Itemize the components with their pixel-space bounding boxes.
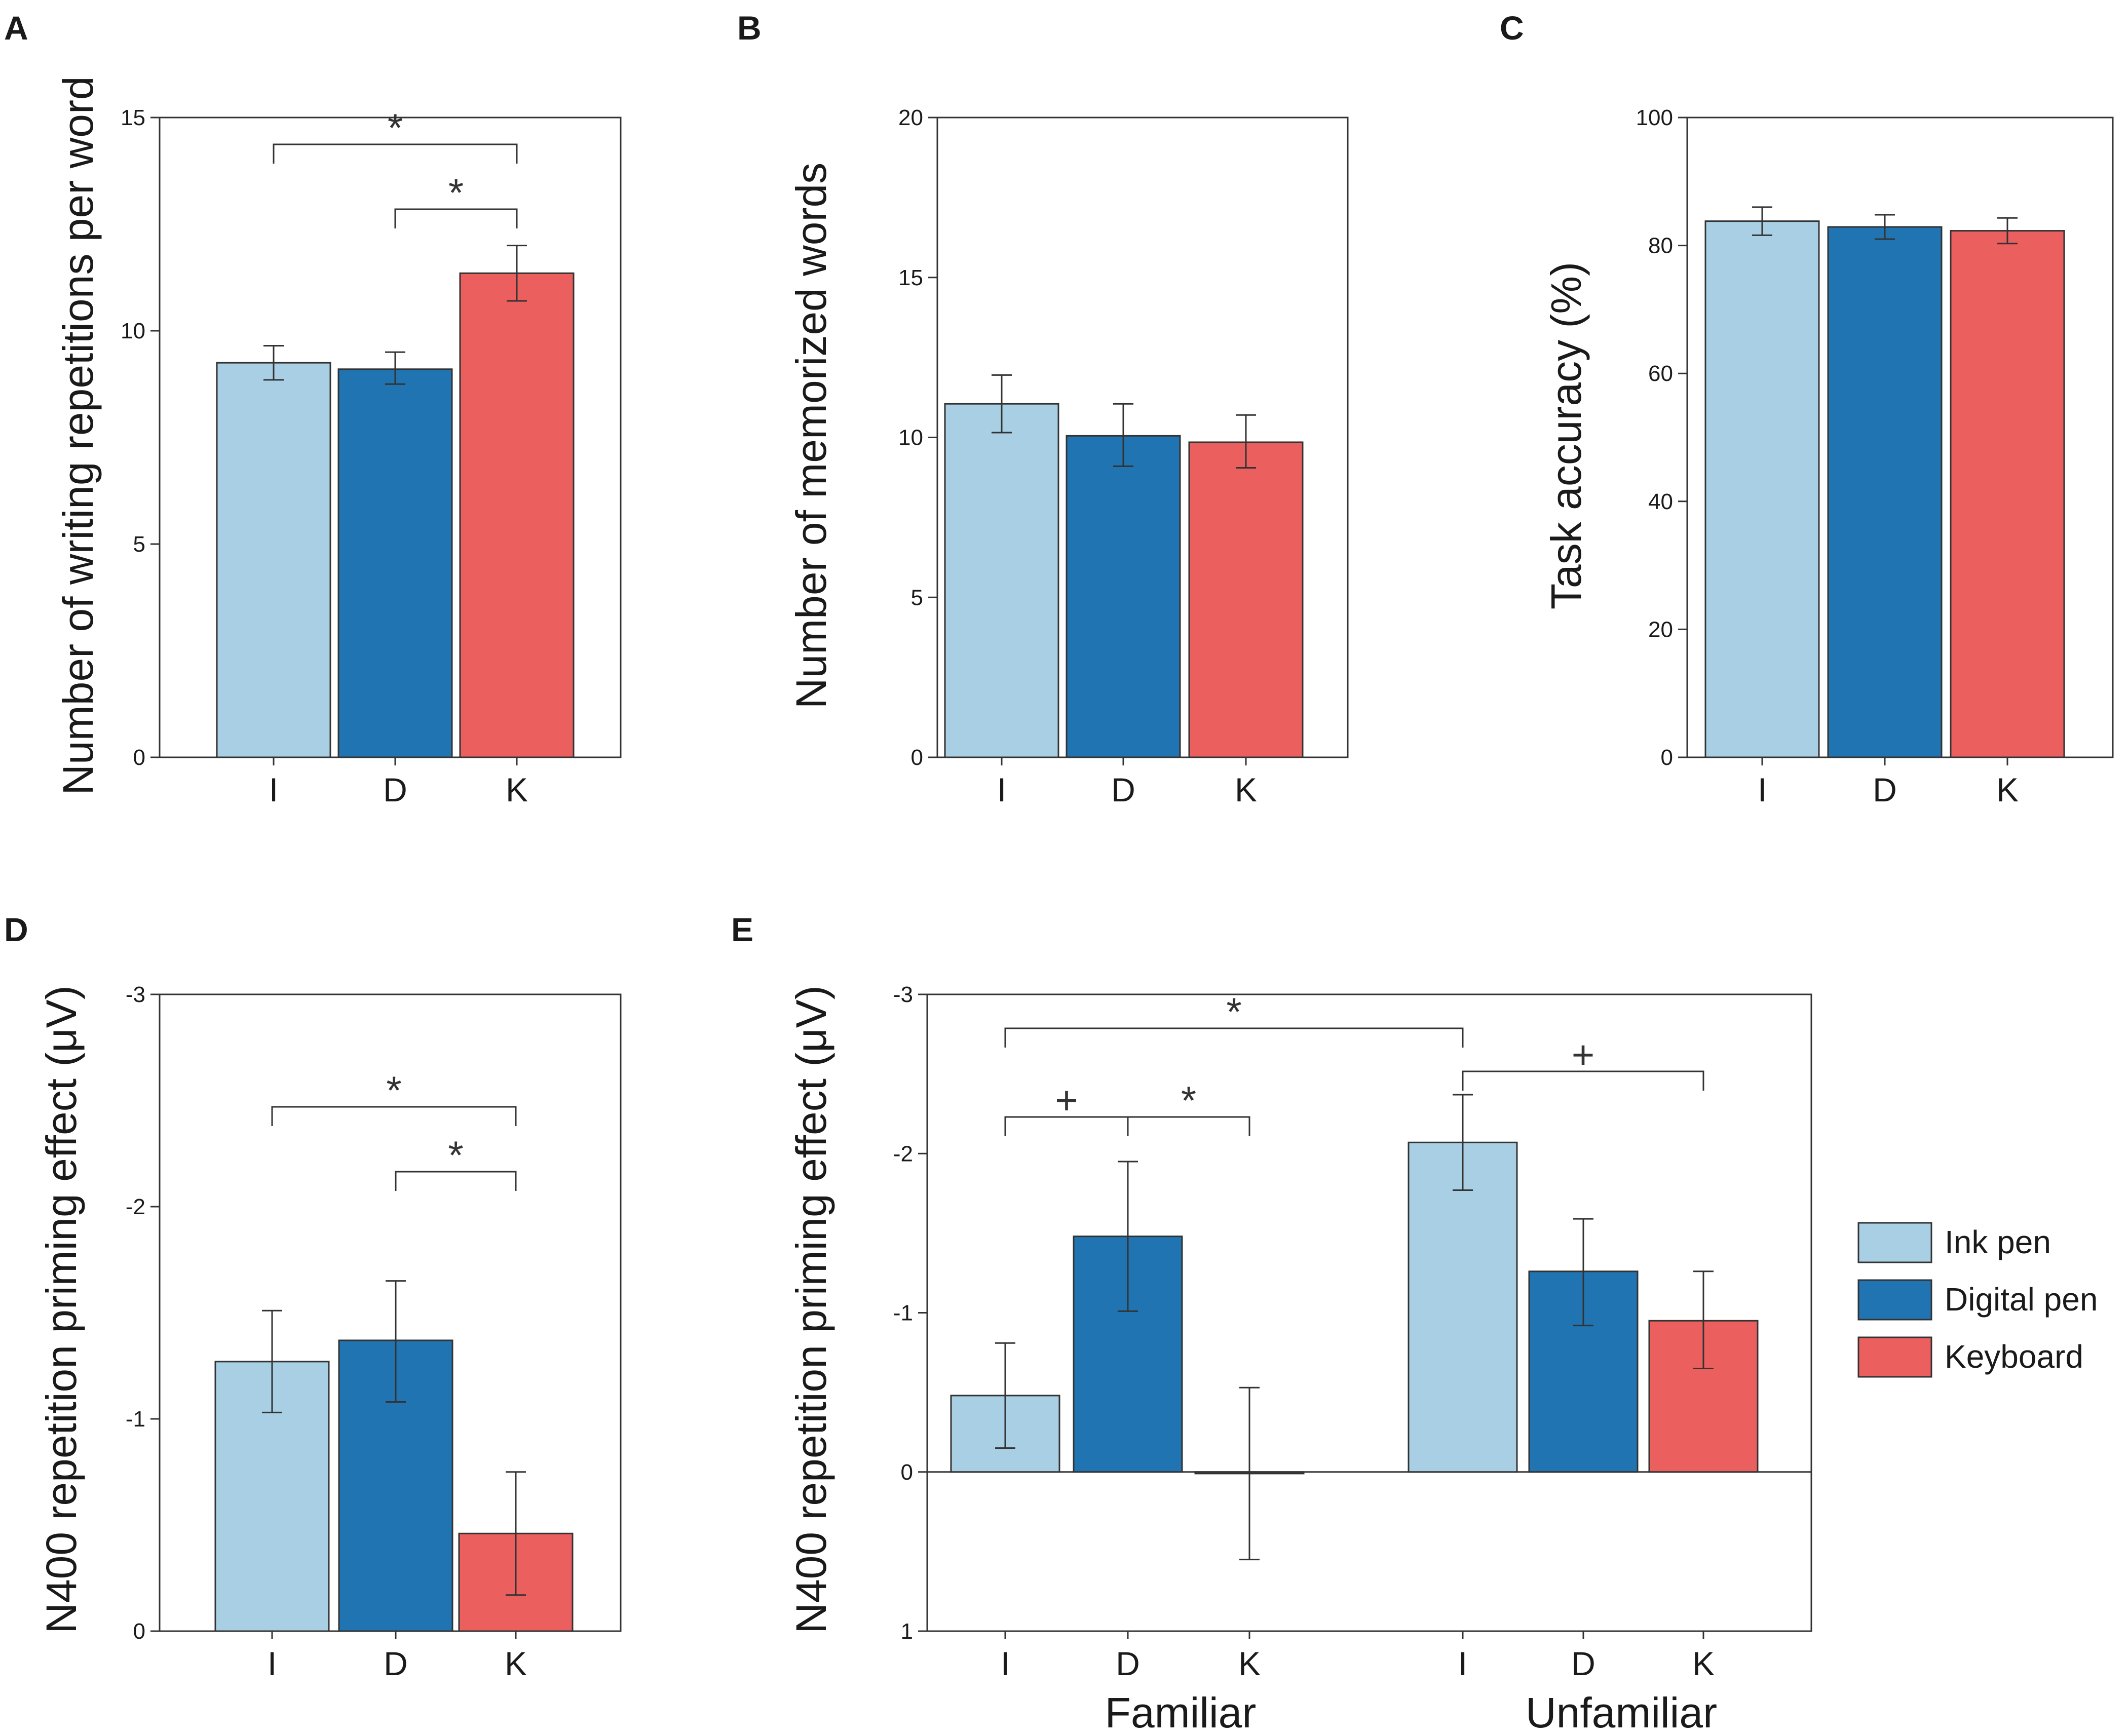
x-tick-label: K — [1238, 1645, 1261, 1682]
legend-swatch-ink-pen — [1857, 1222, 1932, 1263]
significance-marker: + — [1055, 1078, 1078, 1123]
panel-label-B: B — [737, 9, 762, 47]
y-tick-label: 0 — [1661, 745, 1673, 770]
panel-label-C: C — [1500, 9, 1524, 47]
group-label-familiar: Familiar — [1105, 1689, 1257, 1736]
significance-bracket — [395, 1171, 517, 1191]
legend: Ink pen Digital pen Keyboard — [1857, 1222, 2098, 1378]
y-tick-label: -3 — [893, 982, 913, 1007]
y-tick-label: 100 — [1636, 105, 1673, 130]
x-tick-label: I — [1758, 771, 1767, 808]
y-tick-label: 20 — [898, 105, 923, 130]
significance-marker: * — [388, 105, 403, 150]
y-axis-label-D: N400 repetition priming effect (μV) — [37, 985, 85, 1633]
bar-C-0-ink-pen — [1704, 220, 1820, 758]
y-axis-label-B: Number of memorized words — [787, 163, 835, 709]
y-tick-label: 10 — [898, 426, 923, 450]
x-tick-label: K — [505, 1645, 527, 1682]
y-tick-label: 40 — [1648, 489, 1673, 514]
bar-C-2-keyboard — [1950, 230, 2065, 758]
legend-swatch-digital-pen — [1857, 1279, 1932, 1321]
x-tick-label: K — [1692, 1645, 1715, 1682]
legend-label-digital-pen: Digital pen — [1945, 1281, 2098, 1318]
x-tick-label: I — [269, 771, 278, 808]
significance-bracket — [273, 143, 518, 164]
x-tick-label: I — [1001, 1645, 1010, 1682]
x-tick-label: I — [1458, 1645, 1467, 1682]
y-tick-label: 1 — [901, 1619, 913, 1644]
y-axis-label-E: N400 repetition priming effect (μV) — [787, 985, 835, 1633]
significance-bracket — [1127, 1116, 1250, 1136]
x-tick-label: D — [1571, 1645, 1595, 1682]
y-tick-label: 5 — [133, 532, 145, 557]
x-tick-label: K — [1235, 771, 1257, 808]
bar-C-1-digital-pen — [1827, 226, 1943, 758]
y-tick-label: 15 — [121, 105, 145, 130]
significance-marker: * — [448, 1133, 463, 1177]
significance-marker: * — [386, 1068, 401, 1112]
y-axis-label-C: Task accuracy (%) — [1542, 262, 1590, 609]
y-tick-label: -2 — [126, 1194, 145, 1219]
y-tick-label: -1 — [893, 1301, 913, 1326]
y-tick-label: 5 — [911, 585, 923, 610]
chart-B: 0 5 10 15 20 I D K — [898, 105, 1349, 808]
x-tick-label: D — [1111, 771, 1135, 808]
bar-B-2-keyboard — [1188, 441, 1304, 758]
chart-D: 0 -1 -2 -3 I D K * * — [126, 982, 622, 1682]
chart-C: 0 20 40 60 80 100 I D K — [1636, 105, 2114, 808]
y-tick-label: -3 — [126, 982, 145, 1007]
significance-bracket — [1462, 1070, 1704, 1091]
chart-A: 0 5 10 15 I D K * * — [121, 105, 622, 808]
y-tick-label: 0 — [133, 1619, 145, 1644]
panel-label-D: D — [4, 911, 28, 948]
y-tick-label: -1 — [126, 1407, 145, 1432]
significance-bracket — [394, 208, 518, 228]
bar-A-2-keyboard — [459, 272, 575, 758]
x-tick-label: I — [268, 1645, 277, 1682]
x-tick-label: K — [506, 771, 528, 808]
x-tick-label: K — [1996, 771, 2019, 808]
y-tick-label: 0 — [901, 1460, 913, 1485]
x-tick-label: D — [1116, 1645, 1140, 1682]
legend-swatch-keyboard — [1857, 1336, 1932, 1378]
legend-label-ink-pen: Ink pen — [1945, 1224, 2051, 1260]
bar-A-1-digital-pen — [337, 368, 453, 758]
bar-E-3-ink-pen — [1408, 1141, 1518, 1473]
y-tick-label: 15 — [898, 265, 923, 290]
significance-marker: * — [1181, 1078, 1196, 1123]
panel-label-E: E — [731, 911, 753, 948]
x-tick-label: I — [997, 771, 1006, 808]
significance-marker: + — [1572, 1032, 1595, 1077]
y-tick-label: 0 — [911, 745, 923, 770]
bar-B-1-digital-pen — [1066, 435, 1181, 758]
panel-label-A: A — [4, 9, 28, 47]
bar-B-0-ink-pen — [944, 403, 1059, 758]
x-tick-label: D — [1873, 771, 1897, 808]
x-tick-label: D — [384, 1645, 408, 1682]
y-tick-label: 20 — [1648, 617, 1673, 642]
y-axis-label-A: Number of writing repetitions per word — [54, 76, 102, 795]
significance-marker: * — [448, 170, 464, 215]
y-tick-label: 0 — [133, 745, 145, 770]
group-label-unfamiliar: Unfamiliar — [1526, 1689, 1717, 1736]
x-tick-label: D — [383, 771, 407, 808]
legend-label-keyboard: Keyboard — [1945, 1338, 2083, 1375]
significance-marker: * — [1226, 989, 1241, 1034]
y-tick-label: 60 — [1648, 361, 1673, 386]
chart-E: 1 0 -1 -2 -3 I D K I D K * + * + — [893, 982, 1812, 1682]
significance-bracket — [1004, 1027, 1464, 1048]
significance-bracket — [271, 1106, 517, 1126]
y-tick-label: -2 — [893, 1141, 913, 1166]
bar-A-0-ink-pen — [216, 362, 331, 758]
y-tick-label: 10 — [121, 319, 145, 343]
y-tick-label: 80 — [1648, 234, 1673, 258]
